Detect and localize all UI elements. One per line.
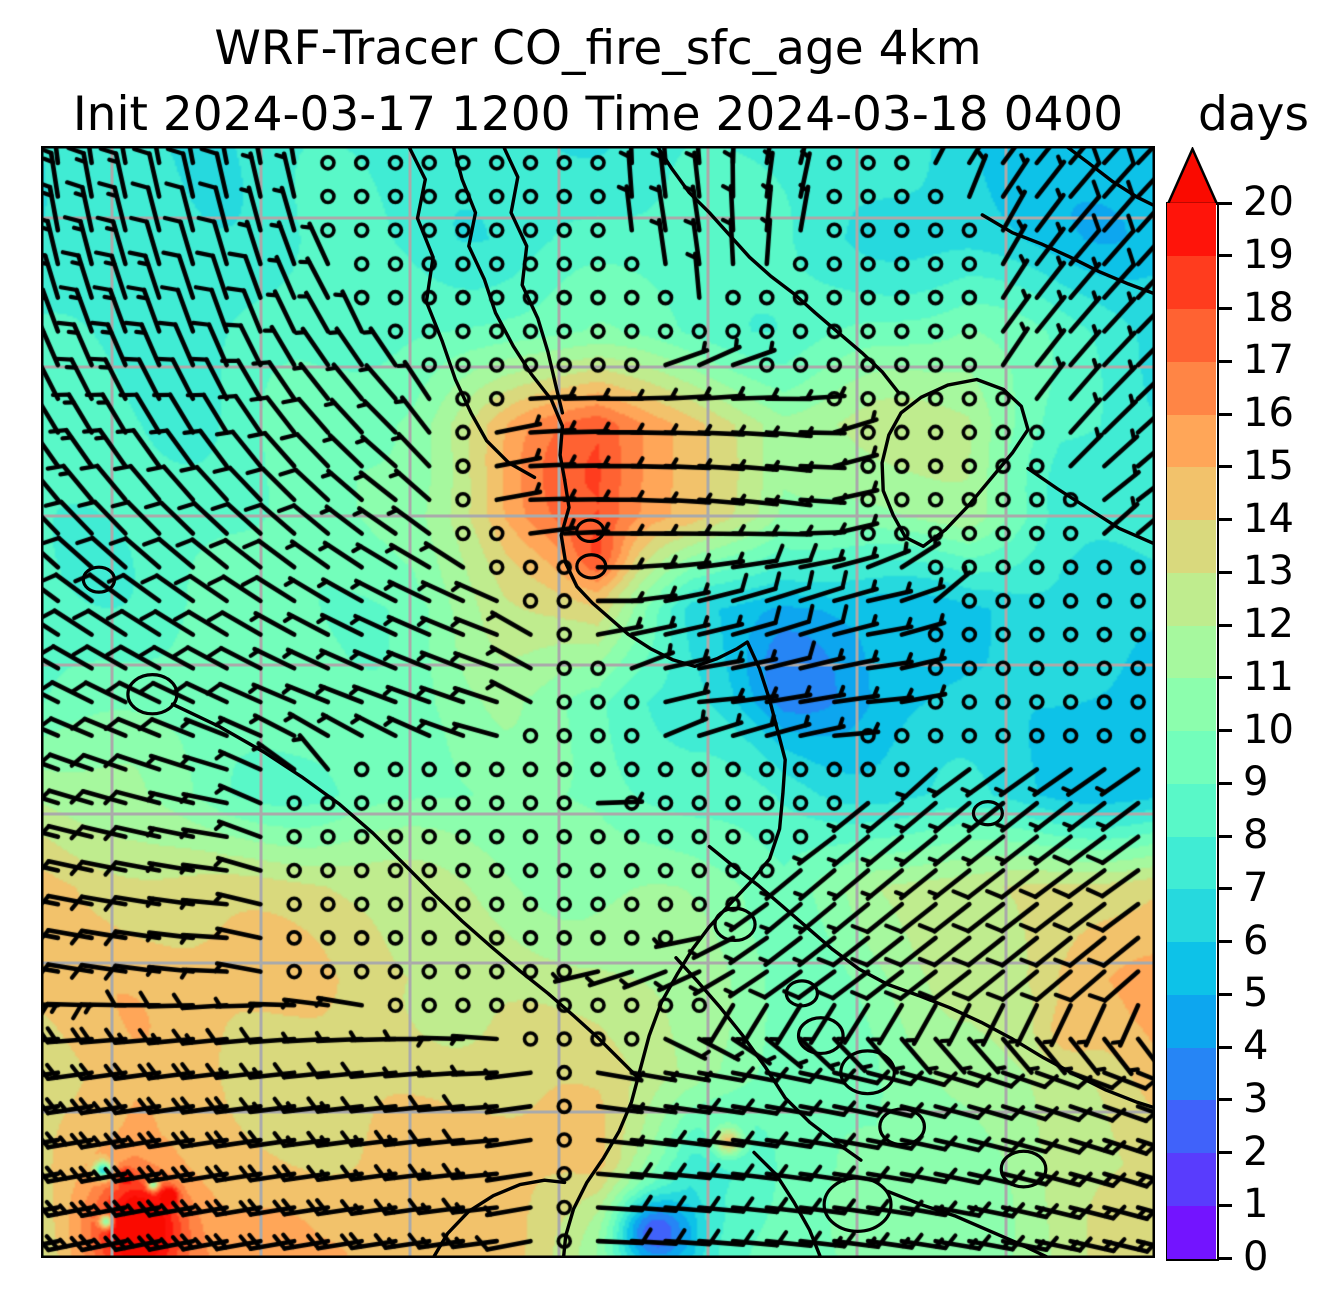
colorbar-tick-label: 6: [1243, 917, 1269, 964]
colorbar-tick-label: 10: [1243, 706, 1294, 753]
colorbar-cell: [1167, 308, 1216, 362]
wind-barbs-canvas: [41, 146, 1155, 1258]
colorbar-cell: [1167, 783, 1216, 837]
colorbar-tick: [1217, 887, 1232, 891]
colorbar-cell: [1167, 361, 1216, 415]
colorbar-tick: [1217, 676, 1232, 680]
colorbar-cell: [1167, 888, 1216, 943]
colorbar-tick: [1217, 254, 1232, 258]
colorbar-tick: [1217, 412, 1232, 416]
chart-subtitle: Init 2024-03-17 1200 Time 2024-03-18 040…: [72, 87, 1124, 142]
colorbar-tick-label: 2: [1243, 1128, 1269, 1175]
colorbar-tick-label: 11: [1243, 653, 1294, 700]
colorbar-cell: [1167, 941, 1216, 995]
colorbar-tick-label: 9: [1243, 759, 1269, 806]
colorbar-tick: [1217, 1203, 1232, 1207]
colorbar-cell: [1167, 1099, 1216, 1154]
colorbar-tick: [1217, 518, 1232, 521]
colorbar-cell: [1167, 730, 1216, 784]
colorbar-tick-label: 8: [1243, 812, 1269, 859]
colorbar-tick-label: 17: [1243, 337, 1294, 384]
colorbar-tick-label: 19: [1243, 231, 1294, 278]
colorbar-cell: [1167, 203, 1216, 257]
colorbar-tick-label: 0: [1243, 1234, 1269, 1281]
colorbar-unit-label: days: [1198, 87, 1309, 142]
colorbar-cell: [1167, 572, 1216, 626]
colorbar-tick: [1217, 1256, 1232, 1260]
colorbar-cell: [1167, 836, 1216, 890]
colorbar-tick-label: 7: [1243, 864, 1269, 911]
colorbar-tick-label: 5: [1243, 970, 1269, 1017]
colorbar-cell: [1167, 466, 1216, 521]
colorbar-tick-label: 13: [1243, 548, 1294, 595]
colorbar-tick: [1217, 465, 1232, 469]
colorbar-cell: [1167, 414, 1216, 468]
colorbar-tick: [1217, 834, 1232, 838]
colorbar-tick-label: 18: [1243, 284, 1294, 331]
colorbar-tick: [1217, 992, 1232, 996]
colorbar-cell: [1167, 1205, 1216, 1259]
colorbar-over-arrow: [1166, 147, 1219, 205]
colorbar-cell: [1167, 994, 1216, 1048]
colorbar-tick-label: 20: [1243, 179, 1294, 226]
colorbar-cell: [1167, 1047, 1216, 1101]
colorbar-cell: [1167, 255, 1216, 310]
colorbar-tick-label: 15: [1243, 442, 1294, 489]
colorbar-cell: [1167, 625, 1216, 679]
colorbar-cell: [1167, 519, 1216, 573]
colorbar-tick-label: 12: [1243, 601, 1294, 648]
colorbar-tick: [1217, 1151, 1232, 1154]
colorbar-tick-label: 1: [1243, 1181, 1269, 1228]
colorbar-tick: [1217, 307, 1232, 310]
colorbar-tick: [1217, 781, 1232, 785]
colorbar-cell: [1167, 1152, 1216, 1206]
colorbar-tick: [1217, 201, 1232, 205]
colorbar-tick: [1217, 359, 1232, 363]
colorbar-tick-label: 3: [1243, 1075, 1269, 1122]
colorbar-tick: [1217, 623, 1232, 627]
chart-title: WRF-Tracer CO_fire_sfc_age 4km: [214, 21, 982, 76]
colorbar-tick-label: 14: [1243, 495, 1294, 542]
colorbar-tick-label: 4: [1243, 1023, 1269, 1070]
colorbar-cell: [1167, 677, 1216, 732]
colorbar-tick: [1217, 940, 1232, 943]
colorbar-tick: [1217, 570, 1232, 574]
colorbar-tick: [1217, 1045, 1232, 1049]
colorbar-tick: [1217, 729, 1232, 732]
colorbar-tick: [1217, 1098, 1232, 1102]
colorbar-tick-label: 16: [1243, 390, 1294, 437]
